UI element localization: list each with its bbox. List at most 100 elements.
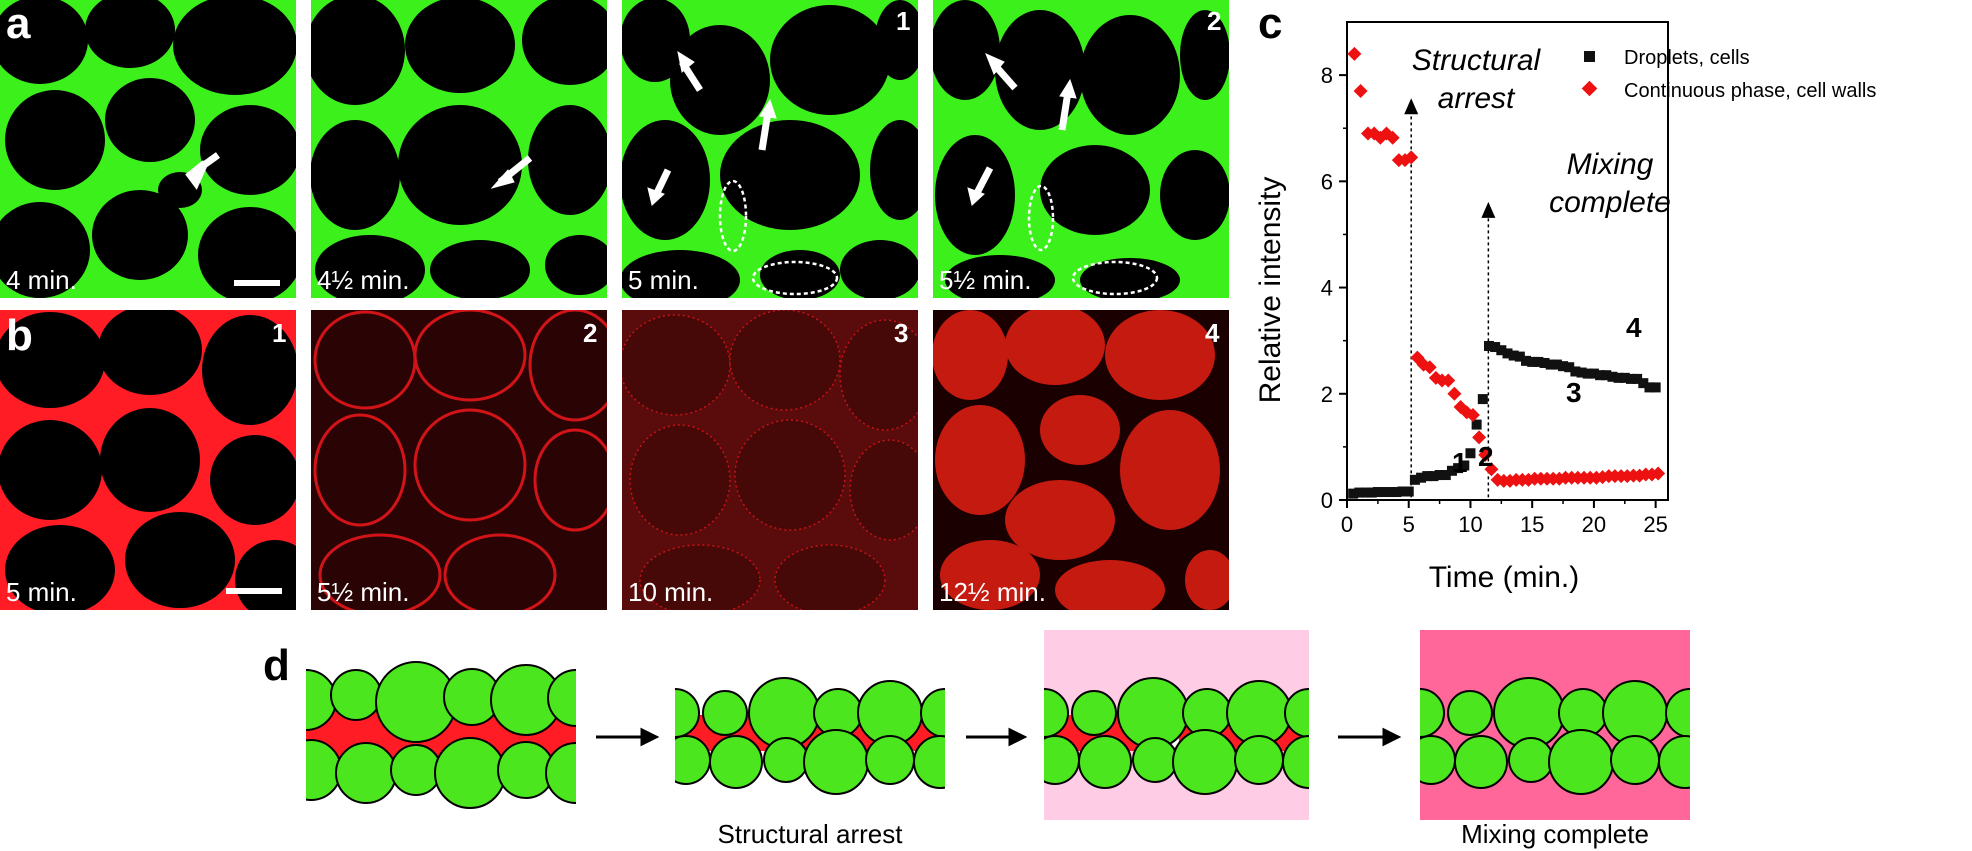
data-point-droplets — [1588, 368, 1599, 379]
data-point-droplets — [1508, 350, 1519, 361]
micrograph-b-2 — [311, 310, 607, 610]
data-point-droplets — [1613, 372, 1624, 383]
data-point-droplets — [1354, 487, 1365, 498]
data-point-droplets — [1527, 356, 1538, 367]
micrograph-a-1 — [0, 0, 296, 298]
panel-num-b-4: 4 — [1205, 318, 1220, 348]
data-point-continuous — [1472, 430, 1487, 445]
y-tick-label: 4 — [1321, 276, 1333, 301]
time-label-b-3: 10 min. — [628, 577, 713, 607]
schematic-stage-4 — [1420, 677, 1690, 795]
panel-letter-c: c — [1258, 0, 1282, 48]
data-point-droplets — [1453, 463, 1464, 474]
data-point-droplets — [1379, 487, 1390, 498]
chart-series-continuous — [1347, 46, 1666, 488]
panel-labels: a b c d — [6, 0, 1282, 690]
y-tick-label: 8 — [1321, 63, 1333, 88]
data-point-continuous — [1353, 84, 1368, 99]
legend-marker-droplets — [1584, 51, 1595, 62]
x-tick-label: 10 — [1458, 512, 1482, 537]
data-point-droplets — [1551, 359, 1562, 370]
plot-frame — [1346, 21, 1669, 501]
data-point-continuous — [1347, 46, 1362, 61]
data-point-continuous — [1447, 386, 1462, 401]
panel-letter-b: b — [6, 311, 33, 360]
data-point-droplets — [1422, 471, 1433, 482]
micrograph-a-4 — [933, 0, 1229, 298]
point-label-4: 4 — [1626, 312, 1642, 343]
data-point-droplets — [1440, 470, 1451, 481]
data-point-droplets — [1428, 471, 1439, 482]
data-point-droplets — [1403, 486, 1414, 497]
schematic-caption-structural-arrest: Structural arrest — [718, 819, 904, 849]
x-tick-label: 0 — [1341, 512, 1353, 537]
point-label-1: 1 — [1452, 447, 1468, 478]
micrograph-b-4 — [933, 310, 1229, 610]
data-point-droplets — [1465, 448, 1476, 459]
chart-ticks: 0 5 10 15 20 25 0 2 4 6 8 — [1321, 63, 1668, 537]
time-label-b-1: 5 min. — [6, 577, 77, 607]
data-point-droplets — [1644, 382, 1655, 393]
y-tick-label: 2 — [1321, 382, 1333, 407]
row-b-labels: 5 min. 5½ min. 10 min. 12½ min. 1 2 3 4 — [6, 318, 1220, 607]
time-label-b-2: 5½ min. — [317, 577, 410, 607]
legend-label-droplets: Droplets, cells — [1624, 47, 1750, 69]
data-point-droplets — [1545, 359, 1556, 370]
schematic-stage-1 — [306, 661, 576, 809]
data-point-droplets — [1638, 378, 1649, 389]
data-point-droplets — [1576, 367, 1587, 378]
time-label-b-4: 12½ min. — [939, 577, 1046, 607]
data-point-continuous — [1385, 130, 1400, 145]
data-point-droplets — [1564, 362, 1575, 373]
annotation-structural: Structural — [1412, 44, 1542, 77]
schematic-arrows — [596, 727, 1402, 747]
row-a-labels: 4 min. 4½ min. 5 min. 5½ min. 1 2 — [6, 6, 1221, 295]
data-point-droplets — [1582, 368, 1593, 379]
chart-series-droplets — [1348, 340, 1661, 499]
data-point-droplets — [1490, 342, 1501, 353]
point-label-2: 2 — [1478, 441, 1494, 472]
data-point-droplets — [1607, 371, 1618, 382]
data-point-droplets — [1366, 487, 1377, 498]
scale-bar-a — [234, 280, 280, 286]
panel-num-b-2: 2 — [583, 318, 597, 348]
data-point-droplets — [1539, 357, 1550, 368]
data-point-droplets — [1625, 373, 1636, 384]
data-point-continuous — [1465, 408, 1480, 423]
intensity-chart: 0 5 10 15 20 25 0 2 4 6 8 Time (min.) Relative int… — [1254, 21, 1876, 594]
legend-marker-continuous — [1581, 80, 1598, 97]
data-point-droplets — [1650, 382, 1661, 393]
chart-legend: Droplets, cells Continuous phase, cell w… — [1581, 47, 1876, 102]
chart-point-labels: 1 2 3 4 — [1452, 312, 1642, 478]
schematic-stage-3 — [1044, 677, 1309, 795]
micrograph-a-3 — [622, 0, 918, 298]
y-tick-label: 6 — [1321, 169, 1333, 194]
data-point-droplets — [1521, 355, 1532, 366]
panel-num-b-1: 1 — [272, 318, 286, 348]
data-point-droplets — [1385, 487, 1396, 498]
x-tick-label: 25 — [1643, 512, 1667, 537]
data-point-continuous — [1422, 360, 1437, 375]
data-point-droplets — [1514, 351, 1525, 362]
time-label-a-3: 5 min. — [628, 265, 699, 295]
schematic-stage-2 — [675, 677, 945, 795]
chart-guides — [1404, 98, 1496, 498]
legend-label-continuous: Continuous phase, cell walls — [1624, 80, 1876, 102]
panel-num-a-3: 1 — [896, 6, 910, 36]
x-tick-label: 20 — [1582, 512, 1606, 537]
data-point-droplets — [1558, 361, 1569, 372]
data-point-droplets — [1459, 460, 1470, 471]
time-label-a-2: 4½ min. — [317, 265, 410, 295]
row-a-panels — [0, 0, 1229, 298]
data-point-droplets — [1434, 470, 1445, 481]
data-point-droplets — [1471, 419, 1482, 430]
data-point-droplets — [1391, 487, 1402, 498]
micrograph-a-2 — [311, 0, 607, 298]
time-label-a-1: 4 min. — [6, 265, 77, 295]
scale-bar-b — [226, 588, 282, 594]
x-tick-label: 5 — [1403, 512, 1415, 537]
data-point-droplets — [1397, 486, 1408, 497]
annotation-arrest: arrest — [1438, 82, 1516, 115]
data-point-droplets — [1360, 487, 1371, 498]
